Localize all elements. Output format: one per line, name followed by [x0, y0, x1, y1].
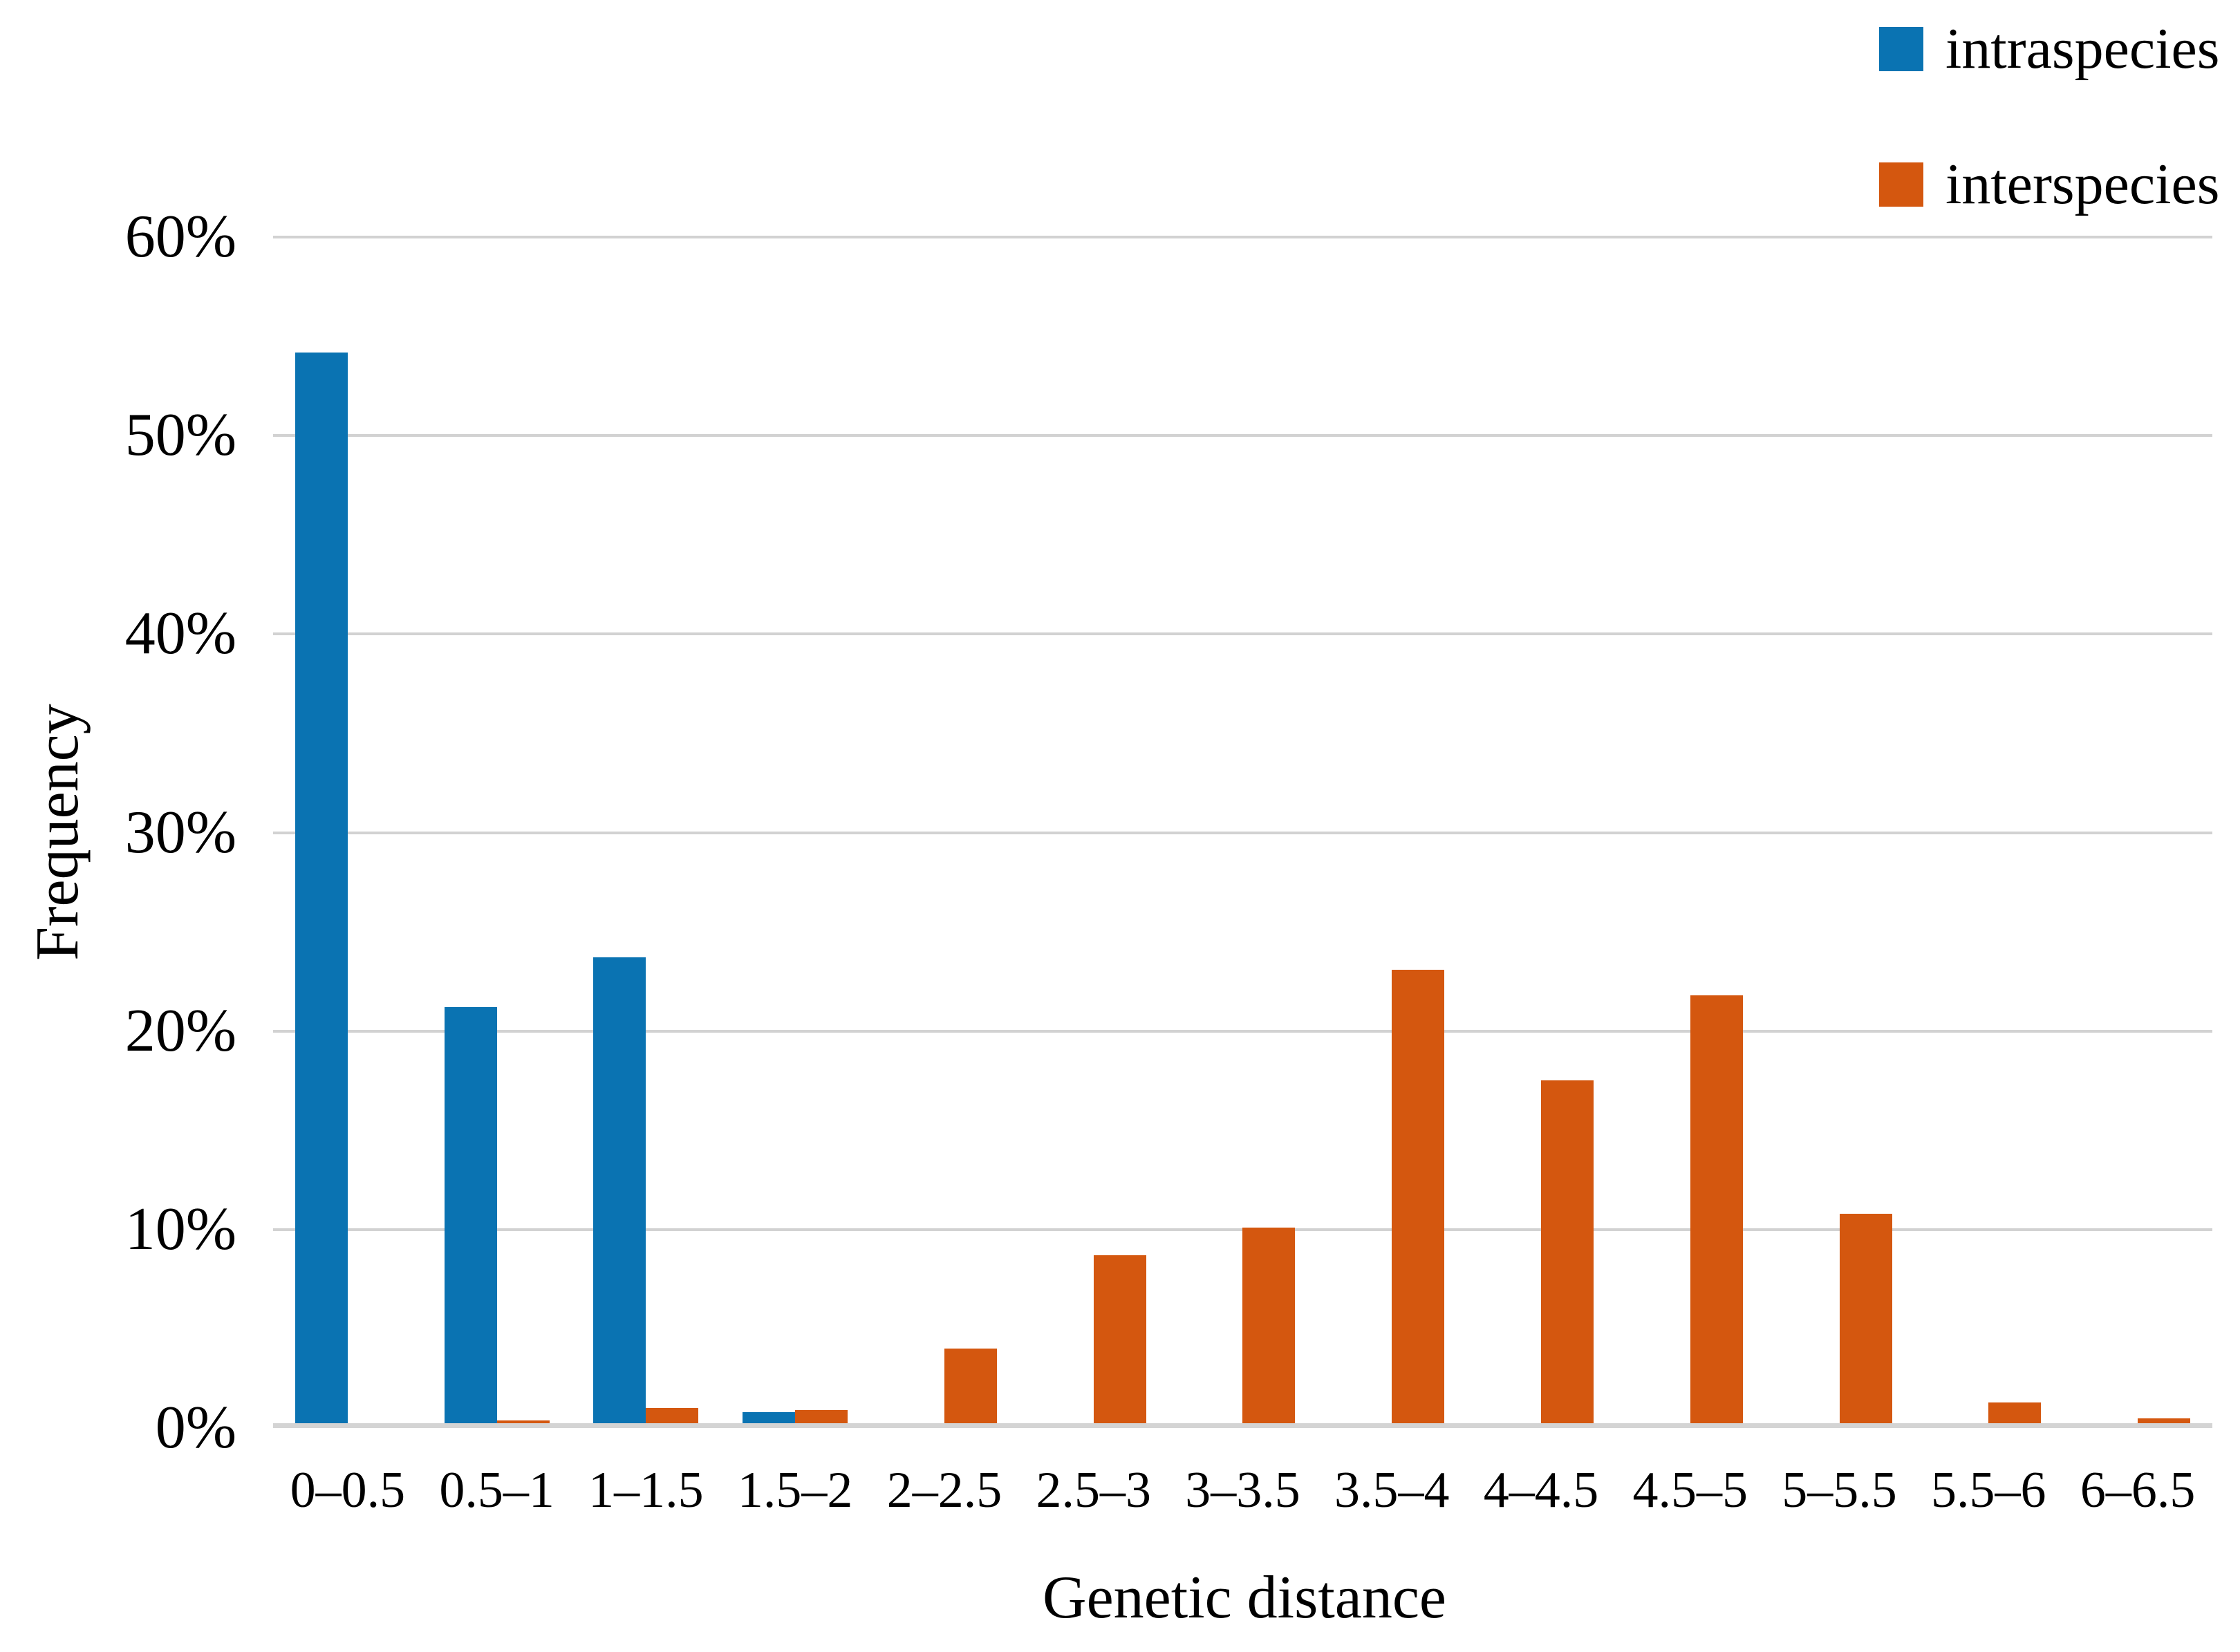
- y-tick-label-50%: 50%: [124, 402, 236, 469]
- category-slot-4.5–5: [1616, 237, 1765, 1428]
- x-tick-label-5–5.5: 5–5.5: [1782, 1462, 1897, 1519]
- bar-interspecies-3–3.5: [1242, 1227, 1296, 1428]
- category-slot-1.5–2: [720, 237, 870, 1428]
- gridline-20pct: [273, 1029, 2212, 1033]
- legend: intraspecies interspecies: [1879, 18, 2220, 289]
- y-tick-label-0%: 0%: [155, 1394, 236, 1461]
- gridline-30pct: [273, 831, 2212, 834]
- y-tick-label-20%: 20%: [124, 997, 236, 1064]
- y-tick-label-60%: 60%: [124, 203, 236, 270]
- x-tick-label-1.5–2: 1.5–2: [737, 1462, 853, 1519]
- category-slot-5.5–6: [1914, 237, 2063, 1428]
- category-slot-2–2.5: [870, 237, 1019, 1428]
- bar-interspecies-4–4.5: [1541, 1080, 1594, 1428]
- x-tick-label-1–1.5: 1–1.5: [588, 1462, 704, 1519]
- category-slot-0.5–1: [422, 237, 572, 1428]
- category-slot-3–3.5: [1168, 237, 1318, 1428]
- bar-interspecies-4.5–5: [1690, 995, 1743, 1428]
- bar-intraspecies-0–0.5: [295, 352, 348, 1428]
- bar-interspecies-5–5.5: [1839, 1213, 1892, 1428]
- bar-interspecies-2.5–3: [1093, 1255, 1146, 1428]
- x-tick-label-2.5–3: 2.5–3: [1036, 1462, 1151, 1519]
- category-slot-6–6.5: [2063, 237, 2212, 1428]
- x-axis-baseline: [273, 1423, 2212, 1428]
- bar-interspecies-3.5–4: [1392, 969, 1445, 1428]
- y-axis-title: Frequency: [24, 704, 91, 961]
- x-tick-label-4.5–5: 4.5–5: [1632, 1462, 1748, 1519]
- gridline-40pct: [273, 632, 2212, 636]
- category-slot-3.5–4: [1317, 237, 1466, 1428]
- bar-interspecies-2–2.5: [944, 1349, 997, 1428]
- x-tick-label-3.5–4: 3.5–4: [1334, 1462, 1450, 1519]
- x-tick-label-2–2.5: 2–2.5: [886, 1462, 1002, 1519]
- legend-item-interspecies: interspecies: [1879, 153, 2220, 216]
- category-slot-4–4.5: [1466, 237, 1616, 1428]
- x-tick-label-5.5–6: 5.5–6: [1931, 1462, 2046, 1519]
- x-tick-label-4–4.5: 4–4.5: [1483, 1462, 1599, 1519]
- x-tick-label-0–0.5: 0–0.5: [290, 1462, 406, 1519]
- gridline-50pct: [273, 434, 2212, 438]
- x-tick-label-0.5–1: 0.5–1: [439, 1462, 554, 1519]
- category-slot-0–0.5: [273, 237, 422, 1428]
- category-slot-2.5–3: [1019, 237, 1168, 1428]
- interspecies-swatch: [1879, 162, 1923, 207]
- bar-intraspecies-0.5–1: [444, 1007, 497, 1428]
- x-tick-label-6–6.5: 6–6.5: [2080, 1462, 2196, 1519]
- intraspecies-swatch: [1879, 27, 1923, 71]
- category-slot-1–1.5: [572, 237, 721, 1428]
- legend-label-intraspecies: intraspecies: [1945, 17, 2220, 81]
- bar-intraspecies-1–1.5: [593, 957, 646, 1428]
- x-tick-label-3–3.5: 3–3.5: [1185, 1462, 1300, 1519]
- y-tick-label-40%: 40%: [124, 600, 236, 668]
- y-tick-label-30%: 30%: [124, 798, 236, 866]
- legend-label-interspecies: interspecies: [1945, 152, 2220, 216]
- x-axis-tick-labels: 0–0.5 0.5–1 1–1.5 1.5–2 2–2.5 2.5–3 3–3.5 3.5–4…: [273, 1460, 2212, 1521]
- legend-item-intraspecies: intraspecies: [1879, 18, 2220, 80]
- plot-area: [273, 236, 2212, 1428]
- category-slot-5–5.5: [1765, 237, 1914, 1428]
- x-axis-title: Genetic distance: [1043, 1564, 1446, 1631]
- bars-layer: [273, 237, 2212, 1428]
- gridline-60pct: [273, 236, 2212, 238]
- y-tick-label-10%: 10%: [124, 1195, 236, 1263]
